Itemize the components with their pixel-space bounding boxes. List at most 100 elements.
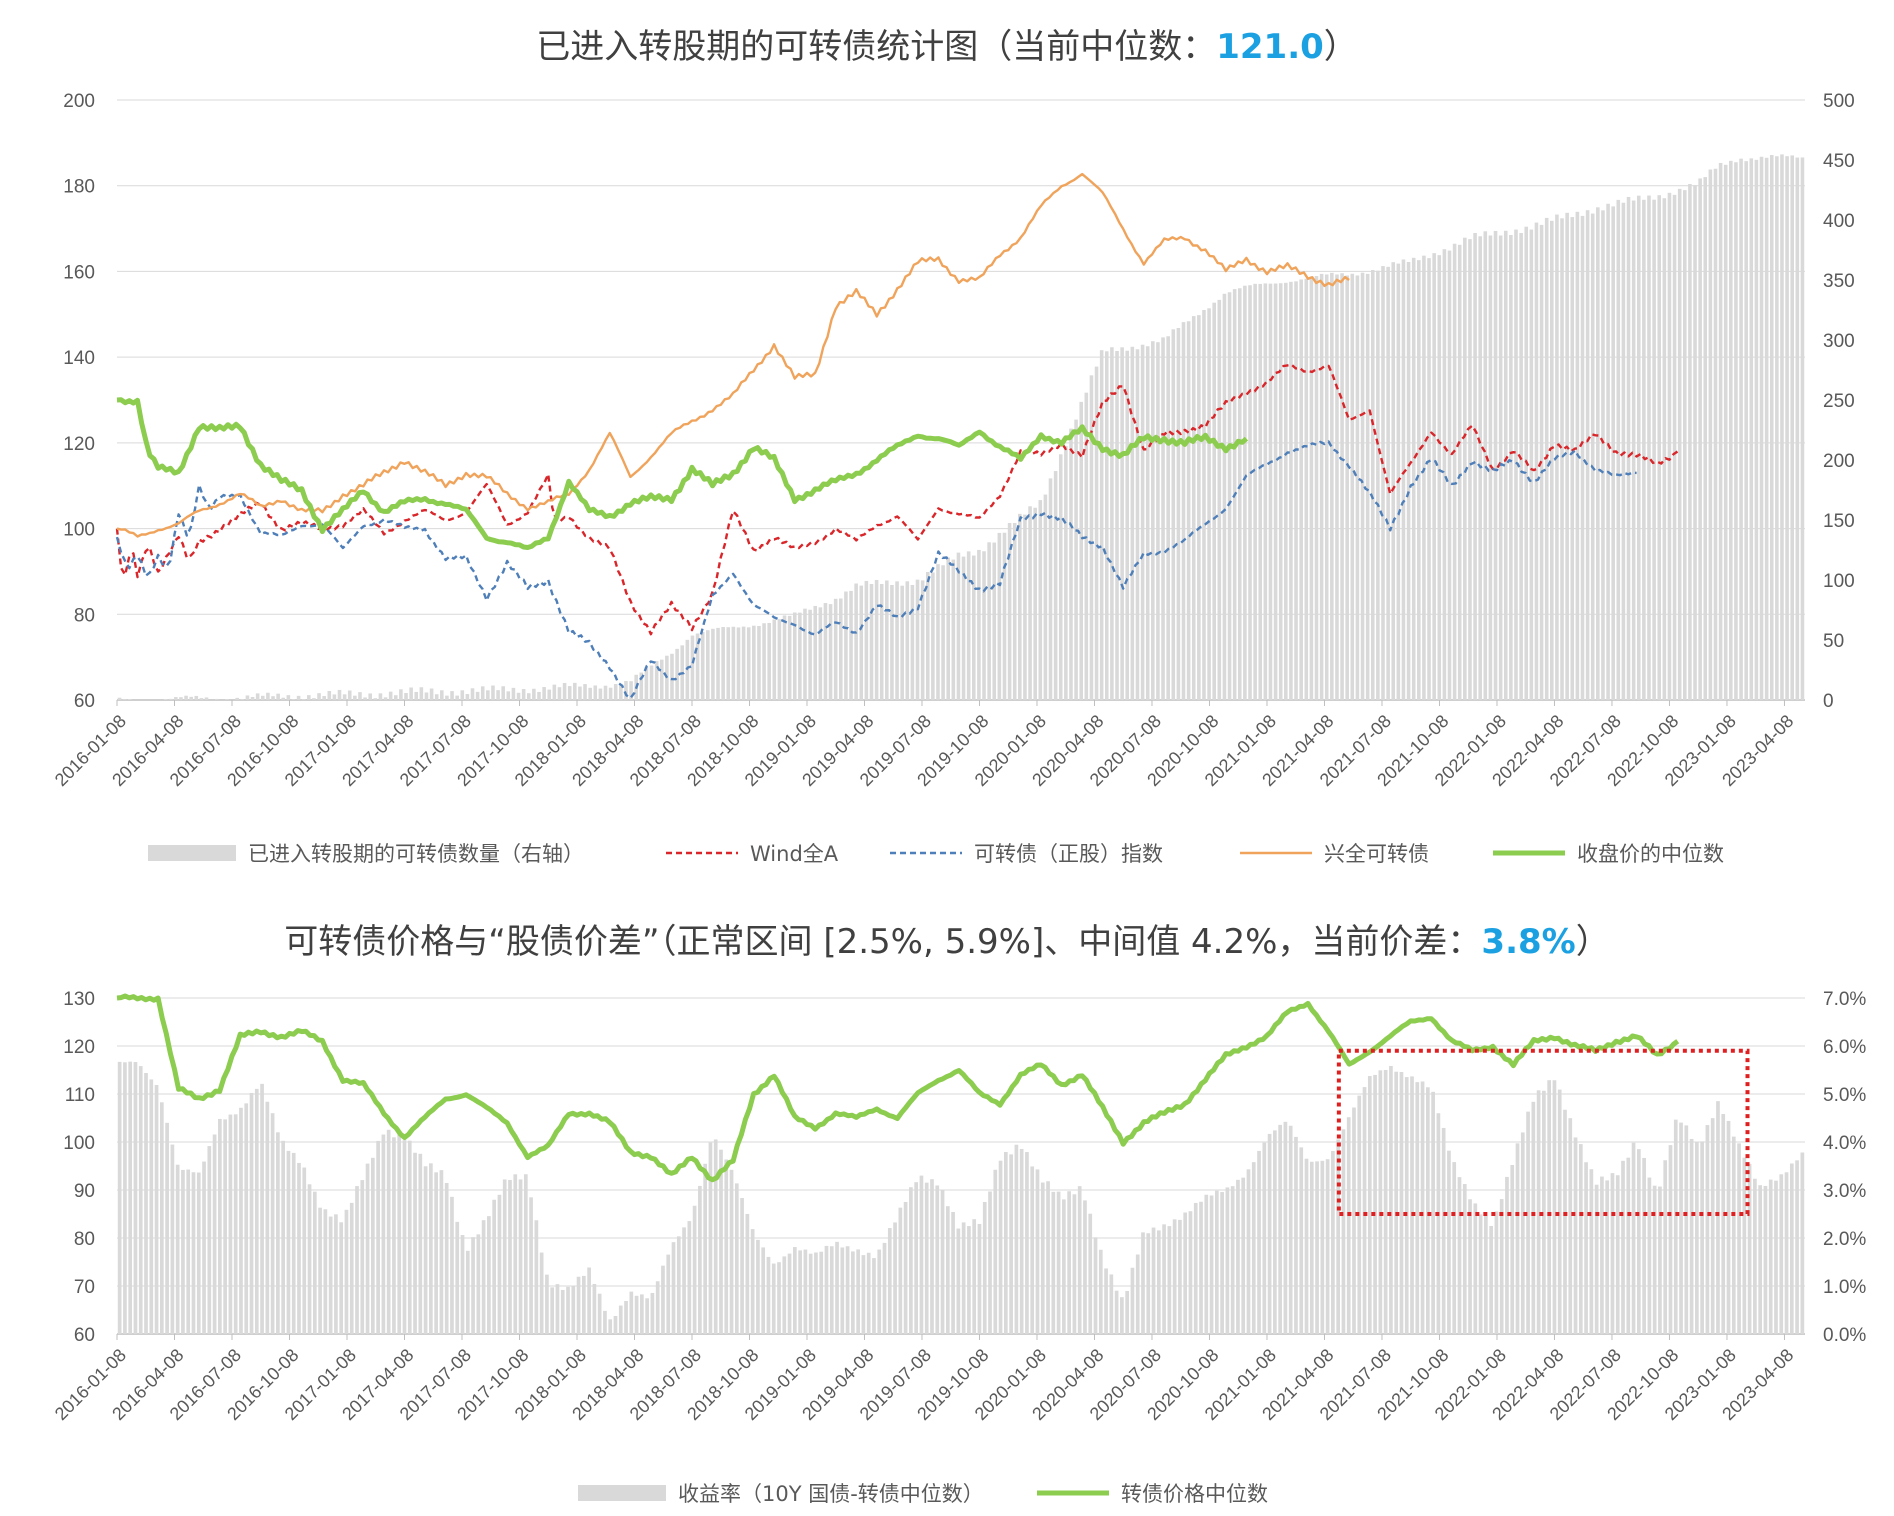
bar <box>353 695 357 700</box>
bar <box>360 1180 365 1334</box>
bar <box>1043 494 1048 700</box>
bar <box>1663 1160 1668 1334</box>
bar <box>455 1221 460 1334</box>
bar <box>1207 308 1211 700</box>
bar <box>168 698 173 700</box>
bar <box>777 1262 781 1334</box>
chart-2-title-highlight: 3.8% <box>1481 922 1575 962</box>
bar <box>1529 229 1534 700</box>
bar <box>1498 235 1503 700</box>
bar <box>1381 266 1385 700</box>
bar <box>592 1283 597 1334</box>
bar <box>506 691 511 700</box>
bar <box>1376 270 1380 700</box>
bar <box>1098 1249 1103 1334</box>
bar <box>966 551 971 700</box>
bar <box>766 1256 771 1334</box>
bar <box>833 598 838 700</box>
legend-label: 已进入转股期的可转债数量（右轴） <box>248 842 584 866</box>
bar <box>202 1161 206 1334</box>
bar <box>1209 1195 1214 1334</box>
bar <box>557 687 562 700</box>
bar <box>1062 1199 1066 1334</box>
legend-label: 转债价格中位数 <box>1121 1482 1268 1506</box>
bar <box>813 605 818 700</box>
bar <box>752 625 756 700</box>
bar <box>1493 230 1498 700</box>
bar <box>1064 446 1068 700</box>
bar <box>286 1150 291 1334</box>
bar <box>854 583 858 700</box>
bar <box>542 687 546 700</box>
bar <box>368 693 372 700</box>
y-right-tick-label: 150 <box>1823 511 1855 532</box>
bar <box>661 1265 665 1334</box>
bar <box>603 685 608 700</box>
bar <box>1457 1177 1462 1334</box>
bar <box>840 1247 845 1334</box>
bar <box>690 635 695 700</box>
legend-item: 可转债（正股）指数 <box>890 842 1163 866</box>
bar <box>803 1249 808 1334</box>
bar <box>492 1199 497 1334</box>
bar <box>639 672 644 700</box>
bar <box>1552 1080 1557 1334</box>
bar <box>997 532 1002 700</box>
bar <box>286 695 291 700</box>
bar <box>869 583 874 700</box>
bar <box>1046 1181 1050 1334</box>
bar <box>214 698 219 700</box>
bar <box>1341 1129 1346 1334</box>
bar <box>909 1187 913 1334</box>
bar <box>1336 1139 1341 1334</box>
bar <box>741 626 746 700</box>
bar <box>465 1250 470 1334</box>
bar <box>487 1216 491 1334</box>
bar <box>537 691 541 700</box>
bar <box>1183 1212 1188 1334</box>
bar <box>133 1062 138 1334</box>
bar <box>1352 1107 1356 1334</box>
bar <box>1668 1145 1673 1334</box>
bar <box>1156 342 1160 700</box>
y-right-tick-label: 4.0% <box>1823 1133 1866 1154</box>
y-left-tick-label: 70 <box>74 1277 95 1298</box>
bar <box>1734 162 1738 700</box>
bar <box>1225 1187 1230 1334</box>
bar <box>1178 1219 1182 1334</box>
bar <box>992 542 997 700</box>
bar <box>1115 350 1119 700</box>
bar <box>719 1149 723 1334</box>
y-right-tick-label: 6.0% <box>1823 1037 1866 1058</box>
bar <box>583 684 587 700</box>
bar <box>866 1252 871 1334</box>
bar <box>736 627 741 700</box>
bar <box>1188 1211 1193 1334</box>
bar <box>1425 1087 1430 1334</box>
bar <box>1162 1224 1166 1334</box>
bar <box>1145 346 1150 700</box>
bar <box>1161 337 1165 700</box>
bar <box>1594 1184 1599 1334</box>
bar <box>194 695 199 700</box>
bar <box>1658 1186 1662 1334</box>
bar <box>560 1289 565 1334</box>
bar <box>1615 1175 1620 1334</box>
bar <box>1737 1143 1741 1334</box>
bar <box>424 692 429 700</box>
bar <box>265 1101 270 1334</box>
bar <box>1677 188 1682 701</box>
bar <box>750 1229 755 1334</box>
legend-item: 已进入转股期的可转债数量（右轴） <box>148 842 584 866</box>
bar <box>925 571 930 700</box>
y-left-tick-label: 60 <box>74 1325 95 1346</box>
y-right-tick-label: 7.0% <box>1823 989 1866 1010</box>
bar <box>919 1175 924 1334</box>
bar <box>1003 1152 1008 1334</box>
bar <box>1278 1124 1282 1334</box>
bar <box>1626 196 1631 700</box>
bar <box>945 1206 950 1334</box>
bar <box>874 579 879 700</box>
bar <box>675 648 679 700</box>
bar <box>828 604 833 700</box>
